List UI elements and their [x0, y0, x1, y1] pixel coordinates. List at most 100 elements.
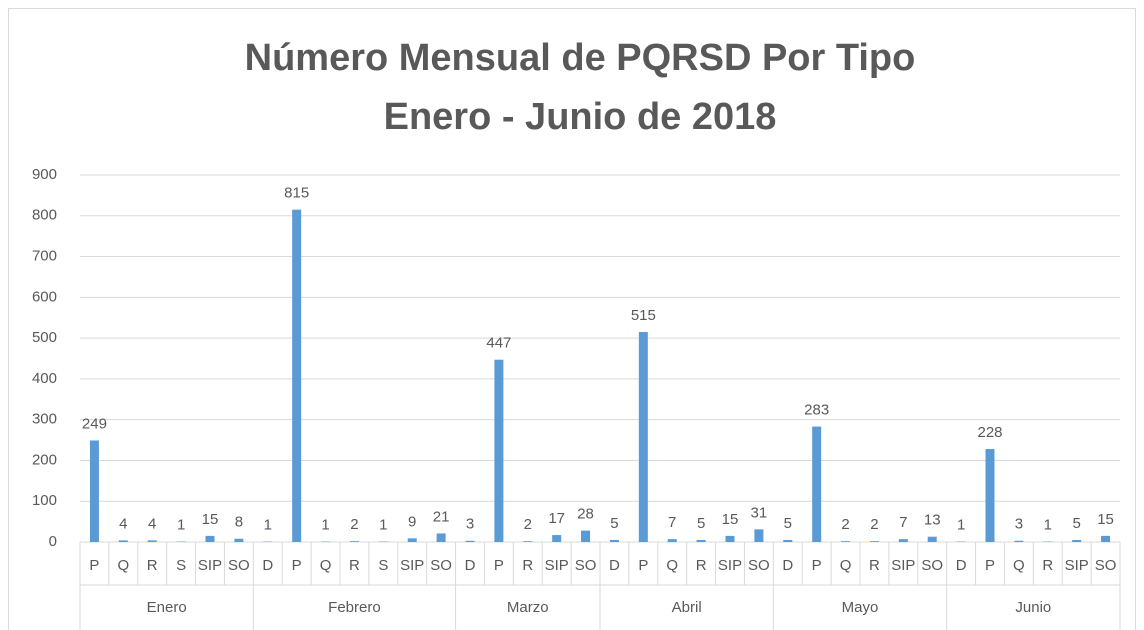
bar — [754, 529, 764, 542]
data-label: 815 — [284, 185, 309, 202]
group-label: Enero — [147, 599, 187, 616]
bar — [436, 533, 446, 542]
x-tick-label: S — [176, 557, 186, 574]
x-tick-label: P — [638, 557, 648, 574]
x-tick-label: D — [956, 557, 967, 574]
x-tick-label: D — [262, 557, 273, 574]
bar — [349, 541, 359, 542]
x-tick-label: SIP — [545, 557, 569, 574]
data-label: 5 — [697, 515, 705, 532]
bar — [812, 426, 822, 542]
data-label: 228 — [977, 424, 1002, 441]
data-label: 515 — [631, 307, 656, 324]
bar — [1072, 539, 1082, 542]
bar — [725, 535, 735, 542]
bar — [234, 538, 244, 542]
data-label: 1 — [957, 517, 965, 534]
x-tick-label: SIP — [891, 557, 915, 574]
bar — [927, 536, 937, 542]
group-label: Mayo — [842, 599, 879, 616]
bar — [985, 449, 995, 542]
bar — [783, 539, 793, 542]
bar — [696, 539, 706, 542]
bar — [89, 440, 99, 542]
data-label: 31 — [751, 504, 768, 521]
x-tick-label: D — [465, 557, 476, 574]
data-label: 1 — [321, 517, 329, 534]
data-label: 1 — [264, 517, 272, 534]
y-tick-label: 600 — [32, 288, 57, 305]
x-tick-label: Q — [1013, 557, 1025, 574]
x-tick-label: Q — [840, 557, 852, 574]
bar — [1014, 540, 1024, 542]
data-label: 17 — [548, 510, 565, 527]
y-tick-label: 800 — [32, 207, 57, 224]
data-label: 13 — [924, 512, 941, 529]
bar — [118, 540, 128, 542]
y-tick-label: 700 — [32, 248, 57, 265]
x-tick-label: Q — [117, 557, 129, 574]
data-label: 5 — [610, 515, 618, 532]
x-tick-label: P — [812, 557, 822, 574]
bar — [898, 539, 908, 542]
bar — [147, 540, 157, 542]
x-tick-label: SIP — [198, 557, 222, 574]
bar — [465, 540, 475, 542]
x-tick-label: P — [89, 557, 99, 574]
bar — [407, 538, 417, 542]
bar — [1101, 535, 1111, 542]
group-label: Abril — [672, 599, 702, 616]
y-tick-label: 300 — [32, 411, 57, 428]
x-tick-label: SIP — [400, 557, 424, 574]
x-tick-label: R — [522, 557, 533, 574]
data-label: 9 — [408, 513, 416, 530]
bar — [552, 535, 562, 542]
data-label: 3 — [466, 516, 474, 533]
x-tick-label: SIP — [718, 557, 742, 574]
bar — [841, 541, 851, 542]
data-label: 2 — [524, 516, 532, 533]
bar — [581, 530, 591, 542]
data-label: 5 — [1072, 515, 1080, 532]
x-tick-label: SO — [921, 557, 943, 574]
data-label: 249 — [82, 415, 107, 432]
x-tick-label: D — [782, 557, 793, 574]
y-tick-label: 200 — [32, 451, 57, 468]
data-label: 283 — [804, 402, 829, 419]
x-tick-label: SO — [430, 557, 452, 574]
y-tick-label: 0 — [49, 533, 57, 550]
bar — [667, 539, 677, 542]
data-label: 1 — [379, 517, 387, 534]
data-label: 2 — [350, 516, 358, 533]
data-label: 2 — [870, 516, 878, 533]
data-label: 1 — [1044, 517, 1052, 534]
data-label: 4 — [148, 515, 156, 532]
data-label: 4 — [119, 515, 127, 532]
y-tick-label: 400 — [32, 370, 57, 387]
x-tick-label: R — [147, 557, 158, 574]
bar — [292, 209, 302, 542]
chart-title: Número Mensual de PQRSD Por Tipo — [245, 37, 916, 79]
data-label: 447 — [486, 335, 511, 352]
data-label: 5 — [784, 515, 792, 532]
bar — [609, 539, 619, 542]
x-tick-label: SIP — [1065, 557, 1089, 574]
y-tick-label: 900 — [32, 166, 57, 183]
x-tick-label: Q — [666, 557, 678, 574]
data-label: 28 — [577, 506, 594, 523]
data-label: 15 — [1097, 511, 1114, 528]
x-tick-label: P — [985, 557, 995, 574]
x-tick-label: SO — [748, 557, 770, 574]
x-tick-label: R — [869, 557, 880, 574]
bar — [869, 541, 879, 542]
y-tick-label: 100 — [32, 492, 57, 509]
x-tick-label: P — [494, 557, 504, 574]
x-tick-label: SO — [575, 557, 597, 574]
data-label: 21 — [433, 508, 450, 525]
x-tick-label: R — [696, 557, 707, 574]
bar — [523, 541, 533, 542]
bar — [638, 331, 648, 542]
x-tick-label: R — [349, 557, 360, 574]
x-tick-label: S — [378, 557, 388, 574]
group-label: Marzo — [507, 599, 549, 616]
